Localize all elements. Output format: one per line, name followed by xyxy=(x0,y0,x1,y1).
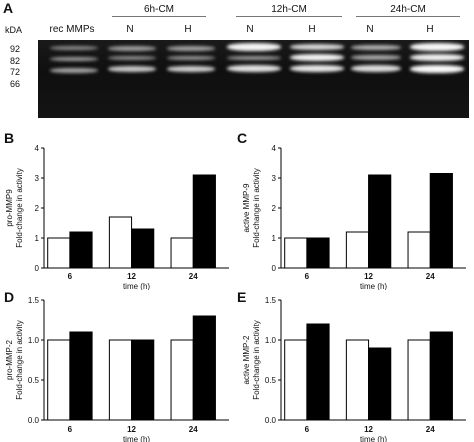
bar-12-white xyxy=(108,216,133,269)
bar-12-black xyxy=(131,228,155,269)
panel-letter-d: D xyxy=(4,289,15,305)
bar-24-black xyxy=(429,173,453,269)
x-tick-label: 24 xyxy=(189,425,198,434)
group-label-12h: 12h-CM xyxy=(271,4,307,15)
y-axis-label-2: Fold-change in activity xyxy=(15,320,24,400)
marker-82: 82 xyxy=(10,56,21,66)
bar-24-white xyxy=(170,339,194,421)
y-tick-label: 0.0 xyxy=(28,416,40,425)
y-axis-label-2: Fold-change in activity xyxy=(252,320,261,400)
x-tick-label: 24 xyxy=(189,272,198,281)
panel-letter-e: E xyxy=(237,289,247,305)
y-tick-label: 2 xyxy=(35,204,40,213)
x-tick-label: 12 xyxy=(127,425,136,434)
marker-92: 92 xyxy=(10,44,21,54)
x-axis-label: time (h) xyxy=(360,435,387,442)
x-tick-label: 6 xyxy=(305,272,310,281)
bar-24-white xyxy=(407,231,431,269)
y-axis-label-2: Fold-change in activity xyxy=(15,168,24,248)
y-tick-label: 3 xyxy=(35,174,40,183)
x-axis-label: time (h) xyxy=(123,282,150,290)
marker-72: 72 xyxy=(10,67,21,77)
x-tick-label: 6 xyxy=(68,272,73,281)
y-axis-label-1: pro-MMP-2 xyxy=(5,339,14,380)
bar-6-white xyxy=(284,237,308,269)
y-tick-label: 0.5 xyxy=(28,376,40,385)
bar-24-black xyxy=(429,331,453,421)
x-tick-label: 12 xyxy=(364,425,373,434)
bar-24-black xyxy=(192,174,216,269)
y-tick-label: 2 xyxy=(272,204,277,213)
lane-label-3: N xyxy=(246,24,254,35)
bar-24-white xyxy=(170,237,194,269)
y-tick-label: 3 xyxy=(272,174,277,183)
y-tick-label: 1.5 xyxy=(265,296,277,305)
zymogram-gel-image xyxy=(38,40,469,118)
x-tick-label: 24 xyxy=(426,272,435,281)
bar-12-black xyxy=(368,174,392,269)
bar-6-white xyxy=(47,339,71,421)
lane-label-4: H xyxy=(308,24,316,35)
group-label-6h: 6h-CM xyxy=(143,4,174,15)
y-axis-label-2: Fold-change in activity xyxy=(252,168,261,248)
bar-6-black xyxy=(306,237,330,269)
bar-6-white xyxy=(284,339,308,421)
y-tick-label: 1.0 xyxy=(265,336,277,345)
bar-12-black xyxy=(131,339,155,421)
y-tick-label: 1 xyxy=(272,234,277,243)
bar-12-white xyxy=(345,231,370,269)
bar-6-black xyxy=(306,323,330,421)
y-tick-label: 0.5 xyxy=(265,376,277,385)
y-axis-label-1: active MMP-2 xyxy=(242,335,251,384)
x-axis-label: time (h) xyxy=(360,282,387,290)
kda-label: kDA xyxy=(5,25,23,35)
y-axis-label-1: active MMP-9 xyxy=(242,183,251,232)
lane-label-6: H xyxy=(426,24,434,35)
bar-12-white xyxy=(345,339,370,421)
lane-label-1: N xyxy=(126,24,134,35)
group-rule-12h xyxy=(236,16,342,17)
bar-24-black xyxy=(192,315,216,421)
y-tick-label: 0 xyxy=(272,264,277,273)
lane-label-5: N xyxy=(366,24,374,35)
bar-6-black xyxy=(69,231,93,269)
bar-12-white xyxy=(108,339,133,421)
group-label-24h: 24h-CM xyxy=(390,4,426,15)
x-tick-label: 12 xyxy=(364,272,373,281)
panel-letter-b: B xyxy=(4,130,15,146)
group-rule-24h xyxy=(356,16,460,17)
y-tick-label: 4 xyxy=(272,144,277,153)
y-tick-label: 4 xyxy=(35,144,40,153)
panel-letter-c: C xyxy=(237,130,248,146)
y-tick-label: 0.0 xyxy=(265,416,277,425)
bar-12-black xyxy=(368,347,392,421)
x-tick-label: 6 xyxy=(305,425,310,434)
group-rule-6h xyxy=(112,16,206,17)
chart-e-active-mmp2: 0.0 0.5 1.0 1.5 active MMP-2 Fold-change in a… xyxy=(242,296,466,442)
panel-letter-a: A xyxy=(3,0,14,16)
bar-6-white xyxy=(47,237,71,269)
y-tick-label: 0 xyxy=(35,264,40,273)
rec-mmps-label: rec MMPs xyxy=(49,24,95,35)
y-tick-label: 1 xyxy=(35,234,40,243)
bar-24-white xyxy=(407,339,431,421)
x-tick-label: 12 xyxy=(127,272,136,281)
lane-label-2: H xyxy=(184,24,192,35)
marker-66: 66 xyxy=(10,79,21,89)
x-axis-label: time (h) xyxy=(123,435,150,442)
y-tick-label: 1.5 xyxy=(28,296,40,305)
y-tick-label: 1.0 xyxy=(28,336,40,345)
x-tick-label: 6 xyxy=(68,425,73,434)
x-tick-label: 24 xyxy=(426,425,435,434)
bar-6-black xyxy=(69,331,93,421)
chart-d-pro-mmp2: 0.0 0.5 1.0 1.5 pro-MMP-2 Fold-change in acti… xyxy=(5,296,229,442)
y-axis-label-1: pro-MMP9 xyxy=(5,189,14,227)
